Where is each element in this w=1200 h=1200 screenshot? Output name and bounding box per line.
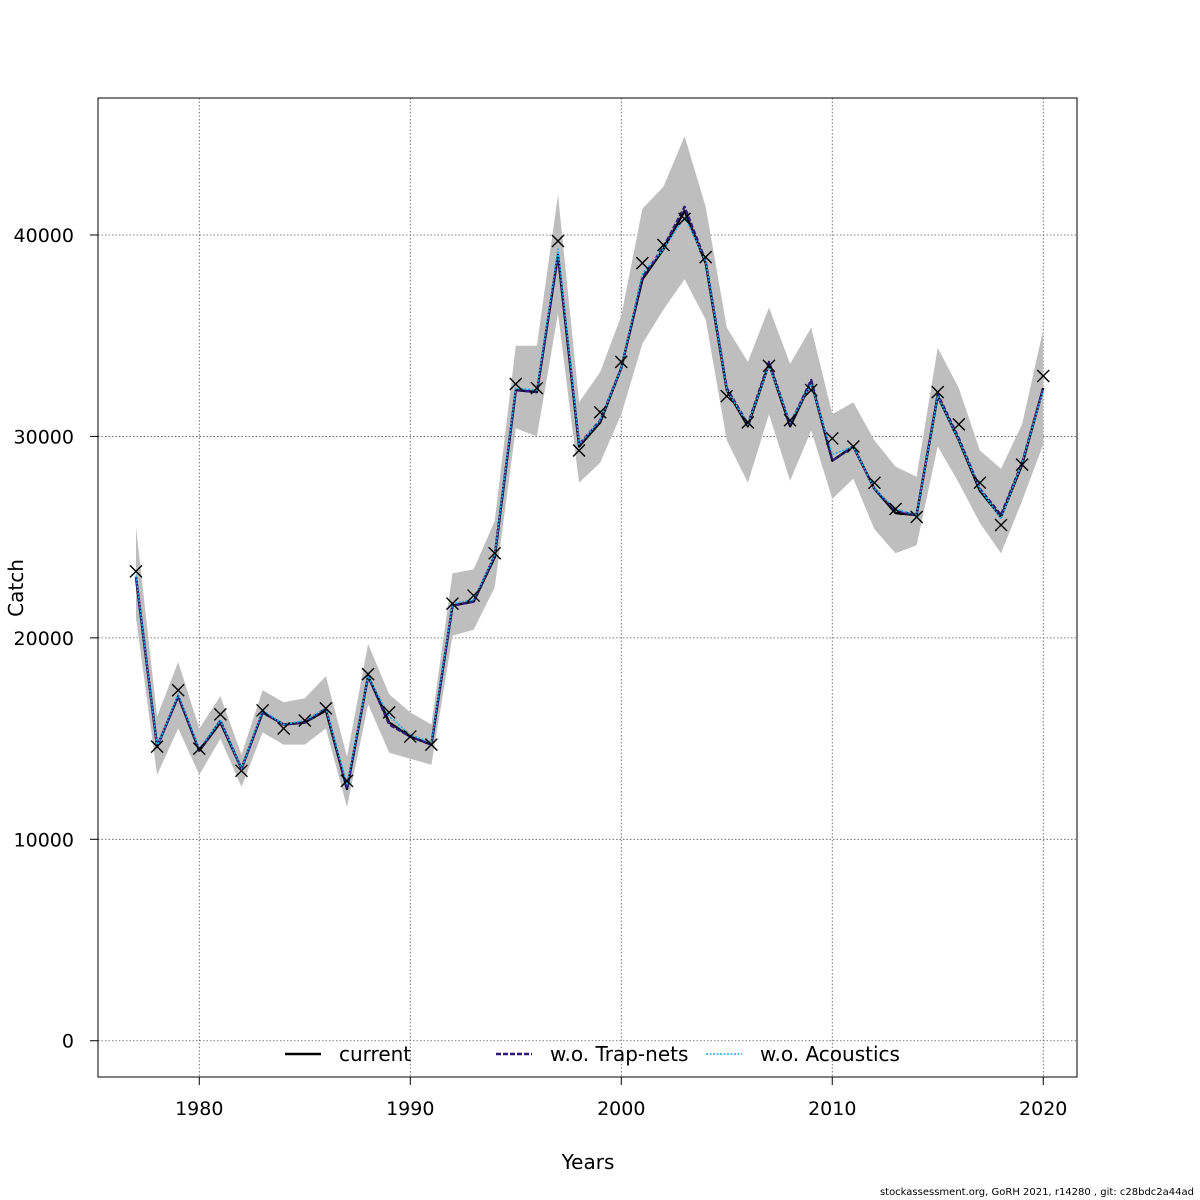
observation-marker bbox=[171, 683, 185, 697]
observation-marker bbox=[994, 518, 1008, 532]
legend-label: w.o. Acoustics bbox=[760, 1042, 900, 1066]
observation-marker bbox=[846, 439, 860, 453]
observation-marker bbox=[403, 730, 417, 744]
observation-marker bbox=[867, 476, 881, 490]
series-line-3 bbox=[135, 216, 1044, 786]
observation-marker bbox=[298, 713, 312, 727]
legend-item: current bbox=[285, 1042, 411, 1066]
observation-marker bbox=[277, 722, 291, 736]
axes: 1980 1990 2000 2010 2020 0 10000 20000 30000 4000… bbox=[14, 225, 1068, 1120]
y-tick-label: 40000 bbox=[14, 225, 74, 247]
observation-marker bbox=[530, 381, 544, 395]
plot-frame bbox=[97, 97, 1078, 1078]
x-axis-title: Years bbox=[561, 1150, 615, 1174]
observation-marker bbox=[319, 701, 333, 715]
y-tick-label: 30000 bbox=[14, 426, 74, 448]
observation-marker bbox=[593, 405, 607, 419]
observation-marker bbox=[424, 738, 438, 752]
observation-markers-layer bbox=[129, 212, 1050, 788]
observation-marker bbox=[509, 377, 523, 391]
observation-marker bbox=[910, 510, 924, 524]
observation-marker bbox=[488, 546, 502, 560]
observation-marker bbox=[931, 385, 945, 399]
observation-marker bbox=[741, 415, 755, 429]
observation-marker bbox=[572, 444, 586, 458]
observation-marker bbox=[720, 389, 734, 403]
x-tick-label: 2000 bbox=[597, 1098, 645, 1120]
y-tick-label: 20000 bbox=[14, 628, 74, 650]
observation-marker bbox=[973, 476, 987, 490]
confidence-band-layer bbox=[136, 136, 1044, 808]
legend-item: w.o. Trap-nets bbox=[496, 1042, 688, 1066]
observation-marker bbox=[762, 359, 776, 373]
observation-marker bbox=[445, 597, 459, 611]
x-tick-label: 1980 bbox=[175, 1098, 223, 1120]
x-tick-label: 2020 bbox=[1019, 1098, 1067, 1120]
observation-marker bbox=[150, 740, 164, 754]
legend: current w.o. Trap-nets w.o. Acoustics bbox=[285, 1042, 900, 1066]
legend-item: w.o. Acoustics bbox=[706, 1042, 900, 1066]
observation-marker bbox=[234, 764, 248, 778]
observation-marker bbox=[256, 703, 270, 717]
observation-marker bbox=[656, 238, 670, 252]
x-tick-label: 2010 bbox=[808, 1098, 856, 1120]
legend-label: w.o. Trap-nets bbox=[550, 1042, 688, 1066]
y-tick-label: 10000 bbox=[14, 829, 74, 851]
observation-marker bbox=[614, 355, 628, 369]
observation-marker bbox=[213, 707, 227, 721]
observation-marker bbox=[804, 383, 818, 397]
observation-marker bbox=[1015, 458, 1029, 472]
legend-label: current bbox=[339, 1042, 411, 1066]
observation-marker bbox=[129, 564, 143, 578]
observation-marker bbox=[678, 212, 692, 226]
observation-marker bbox=[361, 667, 375, 681]
observation-marker bbox=[889, 502, 903, 516]
observation-marker bbox=[1036, 369, 1050, 383]
y-tick-label: 0 bbox=[62, 1031, 74, 1053]
observation-marker bbox=[635, 256, 649, 270]
confidence-band bbox=[136, 136, 1044, 808]
observation-marker bbox=[340, 774, 354, 788]
observation-marker bbox=[825, 431, 839, 445]
observation-marker bbox=[467, 589, 481, 603]
footer-credit: stockassessment.org, GoRH 2021, r14280 ,… bbox=[879, 1187, 1194, 1198]
observation-marker bbox=[699, 250, 713, 264]
observation-marker bbox=[192, 742, 206, 756]
y-axis-title: Catch bbox=[4, 559, 28, 617]
observation-marker bbox=[382, 705, 396, 719]
grid-lines bbox=[98, 98, 1077, 1077]
x-tick-label: 1990 bbox=[386, 1098, 434, 1120]
observation-marker bbox=[952, 417, 966, 431]
observation-marker bbox=[551, 234, 565, 248]
observation-marker bbox=[783, 413, 797, 427]
